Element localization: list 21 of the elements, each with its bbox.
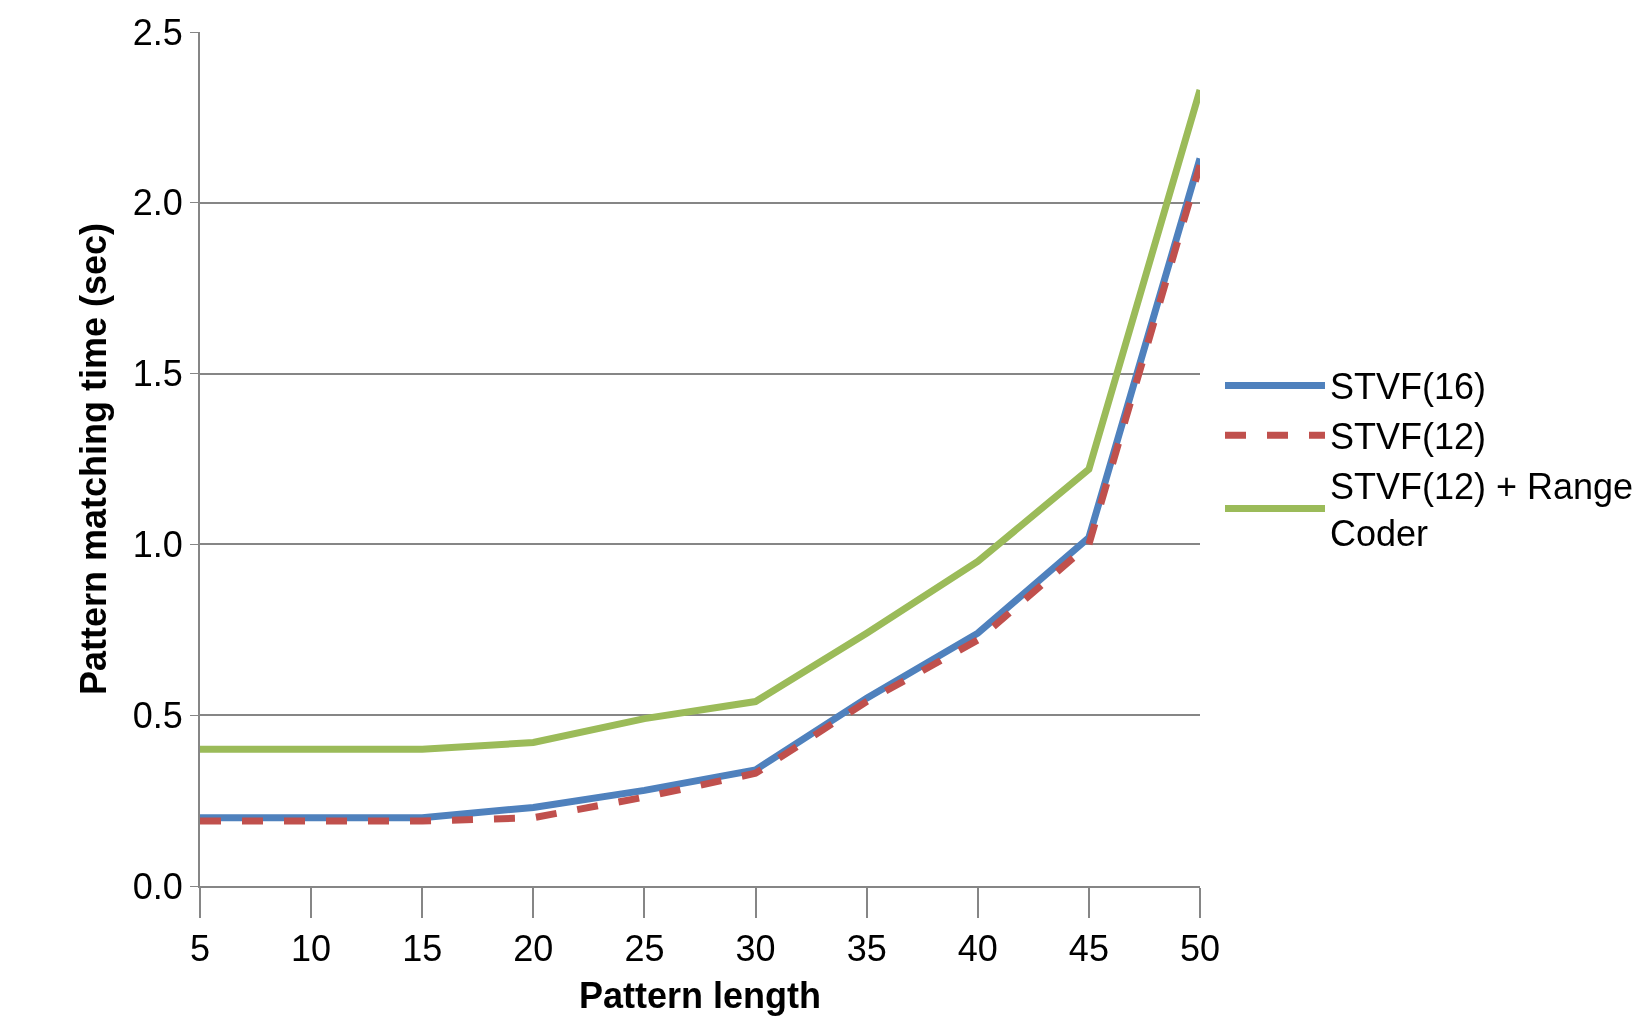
x-tick-label: 15: [402, 928, 443, 970]
legend-label: STVF(16): [1330, 366, 1487, 408]
x-axis-title: Pattern length: [578, 975, 822, 1017]
y-tick-label: 0.5: [132, 694, 183, 736]
x-tick-label: 35: [846, 928, 887, 970]
x-tick-label: 50: [1179, 928, 1221, 970]
x-tick-label: 25: [624, 928, 665, 970]
y-axis-title: Pattern matching time (sec): [73, 222, 115, 696]
x-tick-label: 45: [1068, 928, 1109, 970]
x-tick-label: 10: [291, 928, 332, 970]
legend-label: STVF(12): [1330, 416, 1487, 458]
x-tick-label: 30: [735, 928, 776, 970]
y-tick-label: 2.0: [132, 182, 183, 224]
x-tick-label: 5: [189, 928, 211, 970]
y-tick-label: 2.5: [132, 11, 183, 53]
y-tick-label: 1.0: [132, 524, 183, 565]
y-tick-label: 0.0: [132, 865, 183, 907]
y-tick-label: 1.5: [132, 353, 183, 395]
legend-label: STVF(12) + Range Coder: [1330, 466, 1634, 554]
x-tick-label: 40: [957, 928, 998, 970]
x-tick-label: 20: [513, 928, 554, 970]
